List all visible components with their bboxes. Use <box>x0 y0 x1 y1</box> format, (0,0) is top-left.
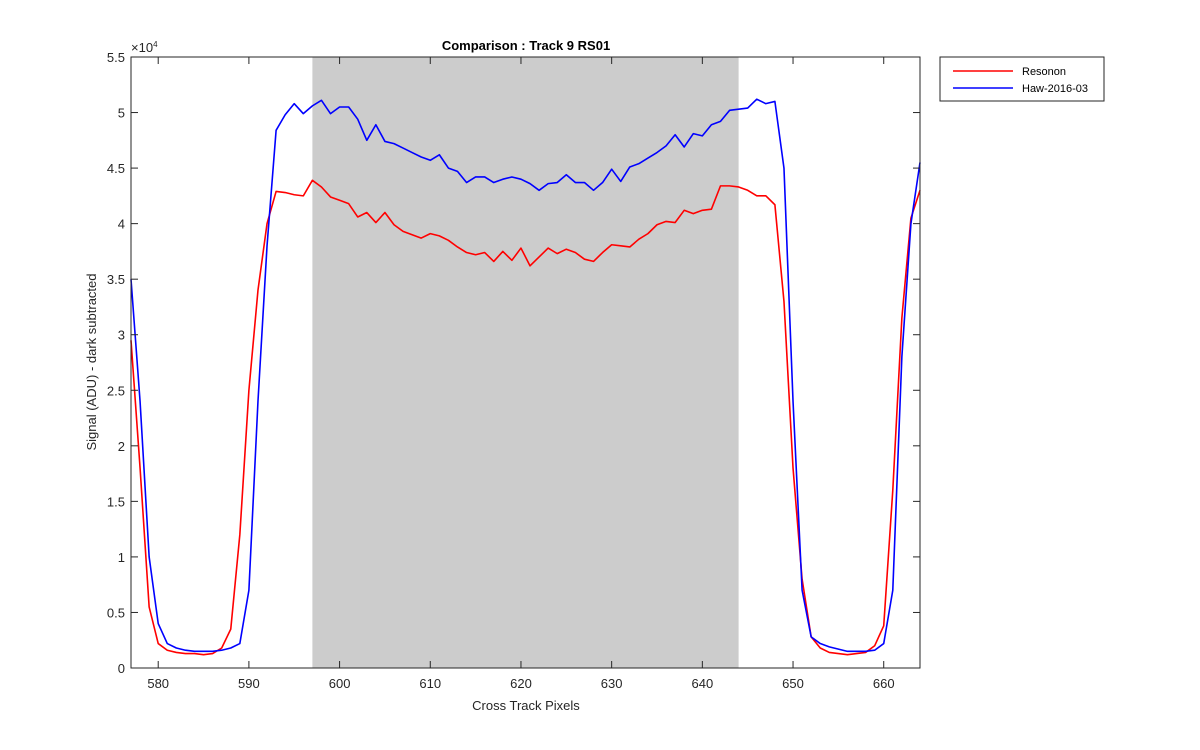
plot-frame <box>130 56 921 669</box>
chart-title: Comparison : Track 9 RS01 <box>442 38 610 53</box>
y-tick-label: 1.5 <box>107 494 125 509</box>
y-axis-label: Signal (ADU) - dark subtracted <box>84 273 99 450</box>
x-tick-label: 600 <box>329 676 351 691</box>
series-line-haw-2016-03 <box>130 98 921 653</box>
legend-label-haw: Haw-2016-03 <box>1022 83 1088 95</box>
y-tick-label: 1 <box>118 550 125 565</box>
y-tick-label: 0 <box>118 661 125 676</box>
shaded-region-layer <box>312 57 739 668</box>
y-tick-label: 0.5 <box>107 605 125 620</box>
series-line-resonon <box>130 179 921 656</box>
legend: Resonon Haw-2016-03 <box>939 56 1105 102</box>
series-layer <box>130 98 921 656</box>
y-tick-label: 3 <box>118 328 125 343</box>
y-tick-label: 5.5 <box>107 50 125 65</box>
x-axis-ticks: 580 590 600 610 620 630 640 650 660 <box>147 57 895 691</box>
x-tick-label: 590 <box>238 676 260 691</box>
x-tick-label: 610 <box>419 676 441 691</box>
y-tick-label: 4.5 <box>107 161 125 176</box>
legend-box <box>939 56 1105 102</box>
y-tick-label: 3.5 <box>107 272 125 287</box>
x-tick-label: 620 <box>510 676 532 691</box>
x-tick-label: 640 <box>691 676 713 691</box>
y-tick-label: 2.5 <box>107 383 125 398</box>
y-axis-ticks: 0 0.5 1 1.5 2 2.5 3 3.5 4 4.5 5 5.5 <box>107 50 920 676</box>
y-tick-label: 2 <box>118 439 125 454</box>
x-tick-label: 630 <box>601 676 623 691</box>
x-tick-label: 660 <box>873 676 895 691</box>
y-tick-label: 4 <box>118 217 125 232</box>
x-tick-label: 650 <box>782 676 804 691</box>
y-tick-label: 5 <box>118 106 125 121</box>
x-tick-label: 580 <box>147 676 169 691</box>
shaded-region <box>312 57 739 668</box>
x-axis-label: Cross Track Pixels <box>472 698 580 713</box>
legend-label-resonon: Resonon <box>1022 66 1066 78</box>
y-axis-exponent-base: ×104 <box>131 40 158 55</box>
